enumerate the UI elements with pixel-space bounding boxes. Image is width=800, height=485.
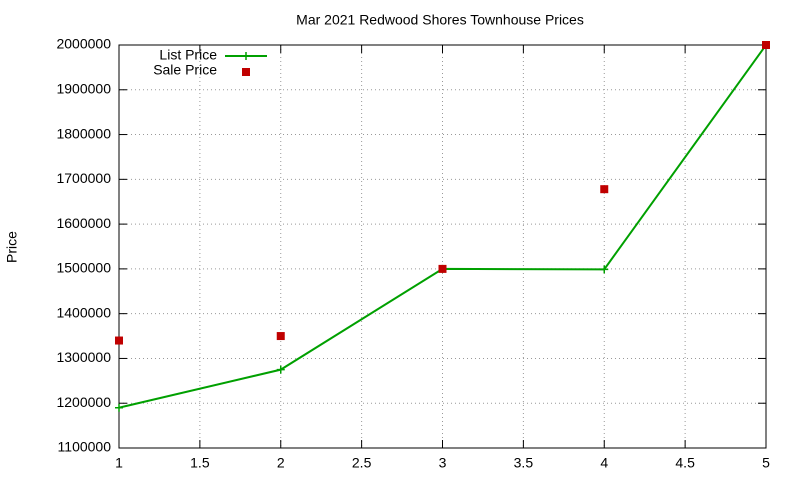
x-tick-label: 4 [600,455,608,471]
marker [115,336,123,345]
y-tick-label: 1500000 [56,260,111,276]
x-tick-label: 3.5 [514,455,534,471]
marker [276,365,285,374]
y-axis-label: Price [4,231,20,263]
x-tick-label: 2 [277,455,285,471]
y-tick-label: 2000000 [56,36,111,52]
y-tick-label: 1700000 [56,170,111,186]
x-tick-label: 5 [762,455,770,471]
y-tick-label: 1100000 [58,439,112,455]
y-tick-label: 1900000 [56,80,111,96]
y-tick-label: 1400000 [56,304,111,320]
chart-title: Mar 2021 Redwood Shores Townhouse Prices [296,12,584,28]
y-tick-label: 1800000 [56,125,111,141]
y-tick-label: 1200000 [56,394,111,410]
legend-label: List Price [159,47,217,63]
marker [762,41,770,49]
marker [438,264,447,273]
y-tick-label: 1600000 [56,215,111,231]
marker [600,265,609,274]
plot-border [118,44,767,449]
legend-label: Sale Price [153,62,217,78]
marker [276,332,285,341]
legend-marker [242,52,250,60]
legend-marker [242,68,250,76]
x-tick-label: 3 [439,455,447,471]
x-tick-label: 2.5 [352,455,372,471]
marker [600,185,609,194]
x-tick-label: 1.5 [190,455,210,471]
x-tick-label: 1 [115,455,123,471]
x-tick-label: 4.5 [675,455,695,471]
y-tick-label: 1300000 [56,349,111,365]
marker [115,403,123,412]
